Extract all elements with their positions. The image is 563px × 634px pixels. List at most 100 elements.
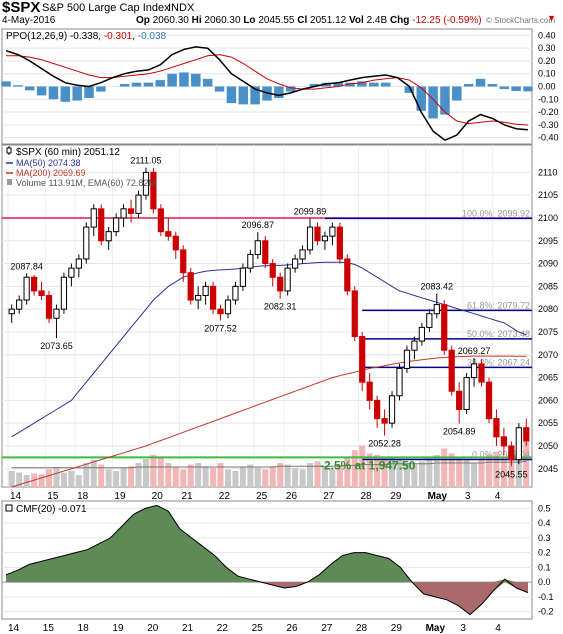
volume-bar bbox=[195, 463, 202, 487]
cmf-x-label: 15 bbox=[43, 623, 55, 634]
price-tick-label: 2080 bbox=[538, 304, 558, 314]
candle-body bbox=[53, 308, 60, 319]
header-quote: Op 2060.30 Hi 2060.30 Lo 2045.55 Cl 2051… bbox=[136, 15, 482, 26]
ppo-histogram-bar bbox=[36, 86, 47, 96]
price-x-label: 15 bbox=[47, 491, 59, 502]
volume-bar bbox=[113, 471, 120, 487]
candle-body bbox=[277, 276, 284, 292]
quote-value-lo: 2045.55 bbox=[258, 15, 298, 26]
candle-body bbox=[165, 231, 172, 237]
ppo-tick-label: -0.20 bbox=[538, 107, 559, 117]
quote-value-op: 2060.30 bbox=[152, 15, 192, 26]
price-tick-label: 2050 bbox=[538, 441, 558, 451]
candle-body bbox=[366, 381, 373, 401]
ppo-histogram-bar bbox=[250, 86, 260, 105]
header-watermark: © StockCharts.com bbox=[486, 16, 556, 25]
header-symbol: $SPX bbox=[2, 0, 41, 16]
cmf-legend-marker bbox=[5, 504, 13, 512]
candle-body bbox=[284, 267, 291, 292]
price-annotation: 2069.27 bbox=[458, 346, 491, 356]
cmf-tick-label: 0.1 bbox=[538, 562, 551, 572]
price-tick-label: 2060 bbox=[538, 395, 558, 405]
candle-body bbox=[38, 290, 45, 296]
candle-body bbox=[254, 240, 261, 255]
candle-body bbox=[142, 171, 150, 196]
ppo-histogram-bar bbox=[143, 82, 154, 87]
volume-bar bbox=[262, 469, 269, 487]
volume-bar bbox=[8, 471, 15, 487]
cmf-x-label: May bbox=[426, 623, 446, 634]
quote-label-hi: Hi bbox=[191, 15, 205, 26]
volume-bar bbox=[150, 455, 157, 487]
cmf-tick-label: 0.5 bbox=[538, 503, 551, 513]
ppo-histogram-bar bbox=[131, 82, 142, 87]
candle-body bbox=[336, 226, 343, 260]
volume-bar bbox=[448, 453, 455, 487]
volume-bar bbox=[142, 459, 149, 487]
price-legend-item: MA(200) 2069.69 bbox=[16, 168, 86, 178]
candle-body bbox=[105, 231, 112, 242]
volume-bar bbox=[426, 458, 433, 487]
ppo-tick-label: -0.10 bbox=[538, 94, 559, 104]
ppo-histogram-bar bbox=[523, 86, 533, 92]
candle-body bbox=[374, 399, 381, 420]
candle-body bbox=[351, 290, 358, 338]
candle-body bbox=[306, 226, 314, 251]
price-annotation: 2077.52 bbox=[204, 323, 237, 333]
price-x-label: 20 bbox=[152, 491, 164, 502]
volume-bar bbox=[269, 466, 276, 487]
candle-body bbox=[247, 253, 254, 269]
volume-bar bbox=[366, 453, 373, 487]
ppo-histogram-bar bbox=[202, 78, 213, 87]
price-annotation: 2052.28 bbox=[368, 439, 401, 449]
candle-body bbox=[195, 294, 202, 301]
candle-body bbox=[381, 418, 388, 424]
price-tick-label: 2105 bbox=[538, 190, 558, 200]
ppo-histogram-bar bbox=[24, 86, 35, 91]
volume-bar bbox=[247, 464, 254, 487]
ppo-histogram-bar bbox=[48, 86, 59, 100]
volume-bar bbox=[165, 463, 172, 487]
price-annotation: 2045.55 bbox=[495, 469, 528, 479]
header-bar: $SPX S&P 500 Large Cap Index INDX 4-May-… bbox=[0, 0, 563, 28]
ppo-histogram-bar bbox=[274, 86, 284, 98]
legend-marker bbox=[7, 179, 12, 185]
candle-body bbox=[388, 395, 396, 424]
ppo-histogram-bar bbox=[345, 82, 355, 87]
volume-bar bbox=[403, 463, 410, 487]
cmf-tick-label: -0.2 bbox=[538, 607, 554, 617]
volume-bar bbox=[508, 459, 515, 487]
ppo-histogram-bar bbox=[475, 78, 486, 87]
volume-bar bbox=[321, 466, 328, 487]
volume-bar bbox=[68, 471, 75, 487]
candle-body bbox=[396, 367, 403, 397]
ppo-histogram-bar bbox=[463, 83, 474, 87]
cmf-x-label: 25 bbox=[252, 623, 264, 634]
fib-label: 38.2%: 2067.24 bbox=[467, 357, 530, 367]
candle-body bbox=[16, 299, 23, 310]
volume-bar bbox=[515, 453, 522, 487]
ma200-line bbox=[11, 355, 527, 488]
candle-body bbox=[344, 258, 351, 292]
candle-body bbox=[23, 276, 30, 301]
volume-bar bbox=[98, 464, 105, 487]
candle-body bbox=[262, 240, 269, 265]
volume-bar bbox=[336, 464, 343, 487]
ppo-histogram-bar bbox=[487, 83, 498, 87]
candle-body bbox=[202, 285, 209, 296]
price-tick-label: 2090 bbox=[538, 259, 558, 269]
volume-bar bbox=[389, 458, 396, 487]
cmf-tick-label: 0.2 bbox=[538, 548, 551, 558]
fib-label: 0.0%: 2047.04 bbox=[472, 449, 530, 459]
candle-body bbox=[456, 390, 463, 410]
stop-loss-label: -2.5% at 1,947.50 bbox=[320, 458, 416, 472]
volume-bar bbox=[411, 464, 418, 487]
ppo-tick-label: -0.40 bbox=[538, 133, 559, 143]
ma50-line bbox=[11, 261, 527, 438]
volume-bar bbox=[172, 467, 179, 487]
candle-body bbox=[291, 258, 299, 269]
price-annotation: 2083.42 bbox=[421, 282, 454, 292]
dropdown-icon[interactable]: ▼ bbox=[547, 13, 556, 23]
candle-body bbox=[403, 349, 411, 369]
volume-bar bbox=[16, 472, 23, 487]
